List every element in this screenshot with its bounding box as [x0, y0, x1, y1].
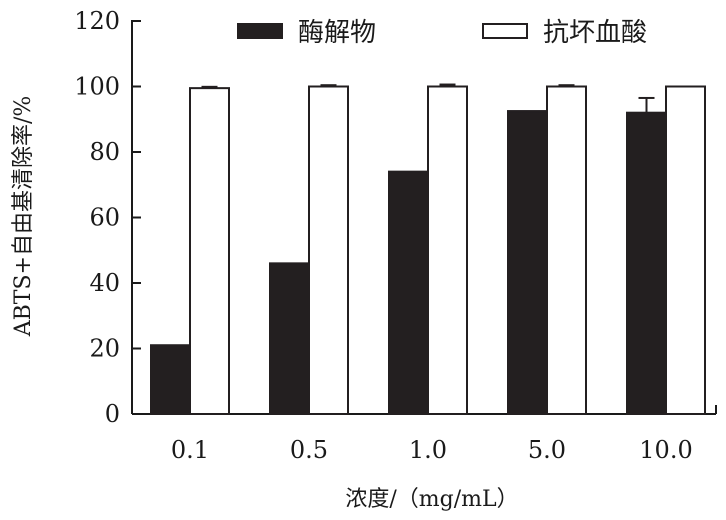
y-axis-ticks: 0 20 40 60 80 100 120	[74, 7, 141, 428]
bar-ascorbic-acid	[308, 85, 349, 415]
error-bars	[201, 83, 655, 113]
x-tick-label: 0.1	[171, 436, 209, 464]
legend-swatch-hydrolysate	[237, 23, 283, 39]
x-tick-label: 1.0	[409, 436, 447, 464]
y-tick-label: 100	[74, 73, 120, 101]
bar-ascorbic-acid	[546, 85, 587, 415]
y-tick-label: 0	[105, 400, 120, 428]
legend-swatch-ascorbic-acid	[482, 23, 528, 39]
bar-ascorbic-acid	[665, 85, 706, 415]
y-axis-label: ABTS+自由基清除率/%	[11, 96, 36, 338]
bar-hydrolysate	[388, 170, 429, 415]
legend: 酶解物 抗坏血酸	[237, 18, 647, 48]
bar-hydrolysate	[626, 111, 667, 415]
x-tick-label: 10.0	[639, 436, 692, 464]
y-tick-label: 120	[74, 7, 120, 35]
legend-label-hydrolysate: 酶解物	[298, 18, 376, 48]
x-axis-label: 浓度/（mg/mL）	[345, 487, 518, 512]
bar-hydrolysate	[150, 344, 191, 416]
y-tick-label: 80	[89, 138, 120, 166]
bar-hydrolysate	[269, 262, 310, 415]
x-tick-label: 0.5	[290, 436, 328, 464]
bar-ascorbic-acid	[189, 87, 230, 415]
y-tick-label: 20	[89, 335, 120, 363]
bar-ascorbic-acid	[427, 85, 468, 415]
y-tick-label: 60	[89, 204, 120, 232]
x-tick-label: 5.0	[528, 436, 566, 464]
bar-hydrolysate	[507, 110, 548, 415]
bars	[150, 85, 706, 416]
legend-label-ascorbic-acid: 抗坏血酸	[543, 18, 647, 48]
y-tick-label: 40	[89, 269, 120, 297]
